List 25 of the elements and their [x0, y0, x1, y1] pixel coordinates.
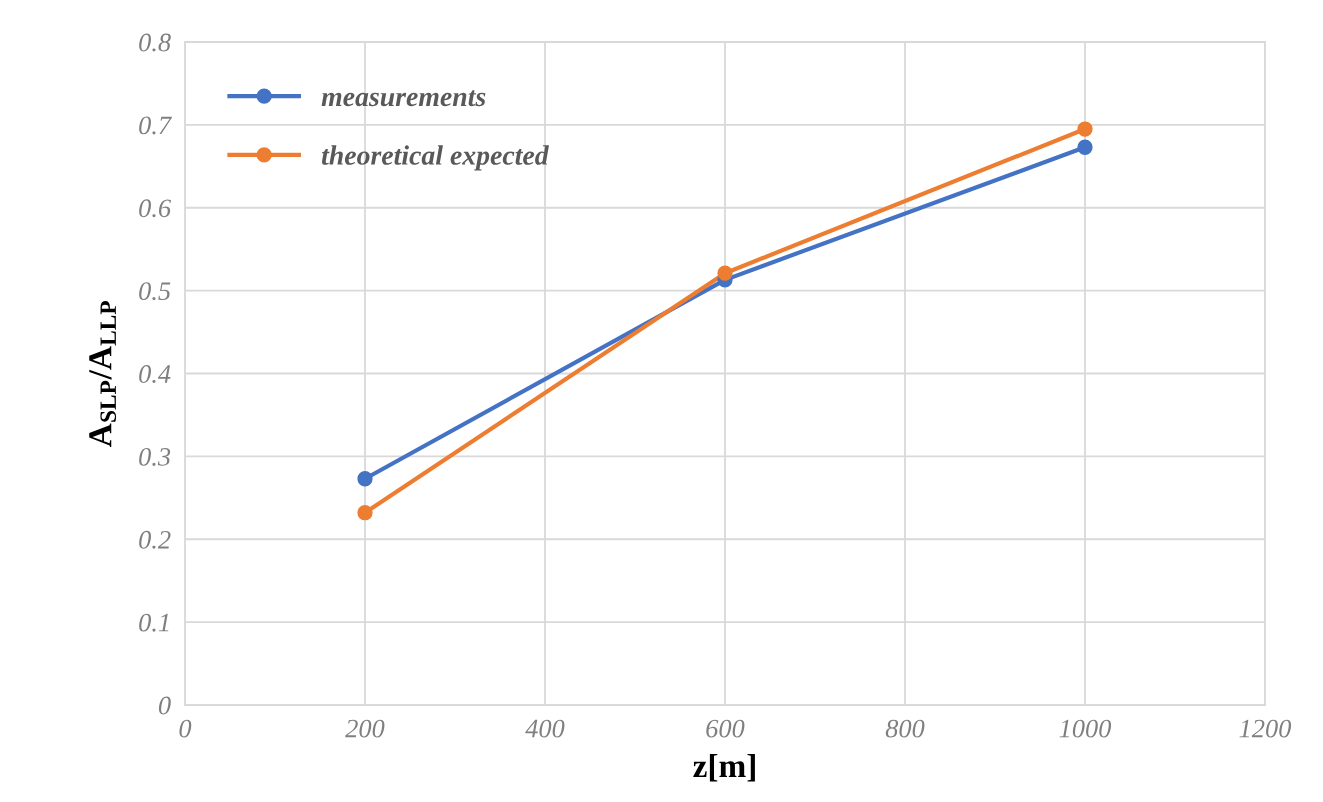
point	[1077, 121, 1093, 137]
y-tick-label: 0.4	[139, 365, 171, 384]
x-tick-label: 600	[706, 719, 745, 738]
y-tick-label: 0.8	[139, 33, 171, 52]
y-tick-label: 0.6	[139, 199, 171, 218]
point	[357, 505, 373, 521]
x-tick-label: 200	[345, 719, 385, 738]
y-tick-label: 0.2	[139, 530, 171, 549]
y-tick-label: 0.7	[139, 116, 173, 135]
point	[357, 471, 373, 487]
y-axis-title: A$_{SLP}$/A$_{LLP}$	[89, 301, 117, 448]
x-tick-label: 1200	[1239, 719, 1292, 738]
point	[717, 265, 733, 281]
y-tick-label: 0.5	[139, 282, 171, 301]
y-tick-label: 0.1	[139, 613, 169, 632]
x-tick-label: 800	[885, 719, 925, 738]
x-tick-label: 0	[179, 719, 192, 738]
point	[1077, 139, 1093, 155]
legend-label: measurements	[321, 90, 486, 107]
x-axis-title: z[m]	[693, 753, 755, 782]
x-tick-label: 1000	[1059, 719, 1112, 738]
y-tick-label: 0	[158, 696, 171, 715]
x-tick-label: 400	[525, 719, 565, 738]
legend-label: theoretical expected	[321, 145, 549, 171]
y-tick-label: 0.3	[139, 447, 171, 466]
